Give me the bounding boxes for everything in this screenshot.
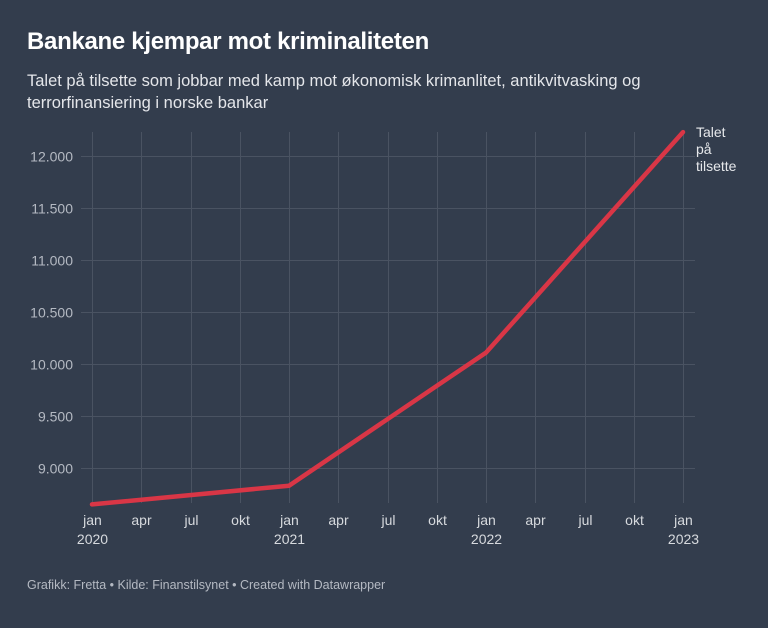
chart-footer-credits: Grafikk: Fretta • Kilde: Finanstilsynet … bbox=[27, 578, 386, 592]
y-tick-label: 9.000 bbox=[38, 461, 73, 477]
x-tick-label: apr bbox=[328, 512, 349, 528]
y-tick-label: 9.500 bbox=[38, 409, 73, 425]
x-tick-year-label: 2021 bbox=[274, 531, 305, 547]
y-tick-label: 12.000 bbox=[30, 149, 73, 165]
x-tick-label: okt bbox=[625, 512, 644, 528]
x-tick-year-label: 2020 bbox=[77, 531, 108, 547]
y-axis-tick-labels: 9.000 9.500 10.000 10.500 11.000 11.500 12.000 bbox=[30, 149, 73, 477]
chart-title: Bankane kjempar mot kriminaliteten bbox=[27, 28, 429, 55]
y-tick-label: 10.000 bbox=[30, 357, 73, 373]
series-label-line: på bbox=[696, 141, 712, 157]
x-tick-label: jan bbox=[673, 512, 693, 528]
x-tick-year-label: 2023 bbox=[668, 531, 699, 547]
x-tick-label: jan bbox=[279, 512, 299, 528]
x-tick-label: apr bbox=[525, 512, 546, 528]
series-line bbox=[89, 129, 686, 507]
x-tick-year-label: 2022 bbox=[471, 531, 502, 547]
series-label-line: Talet bbox=[696, 124, 726, 140]
x-tick-label: okt bbox=[231, 512, 250, 528]
series-group bbox=[89, 129, 686, 507]
vertical-gridlines bbox=[92, 132, 684, 503]
x-tick-label: jul bbox=[183, 512, 198, 528]
y-tick-label: 11.500 bbox=[31, 201, 73, 217]
series-label-line: tilsette bbox=[696, 158, 737, 174]
x-axis-tick-labels: jan 2020 apr jul okt jan 2021 apr jul okt jan 2022 a… bbox=[77, 512, 699, 547]
x-tick-label: jan bbox=[476, 512, 496, 528]
y-tick-label: 11.000 bbox=[31, 253, 73, 269]
x-tick-label: okt bbox=[428, 512, 447, 528]
x-tick-label: jan bbox=[82, 512, 102, 528]
x-tick-label: jul bbox=[577, 512, 592, 528]
x-tick-label: apr bbox=[131, 512, 152, 528]
x-tick-label: jul bbox=[380, 512, 395, 528]
y-tick-label: 10.500 bbox=[30, 305, 73, 321]
chart-subtitle: Talet på tilsette som jobbar med kamp mo… bbox=[27, 72, 641, 112]
